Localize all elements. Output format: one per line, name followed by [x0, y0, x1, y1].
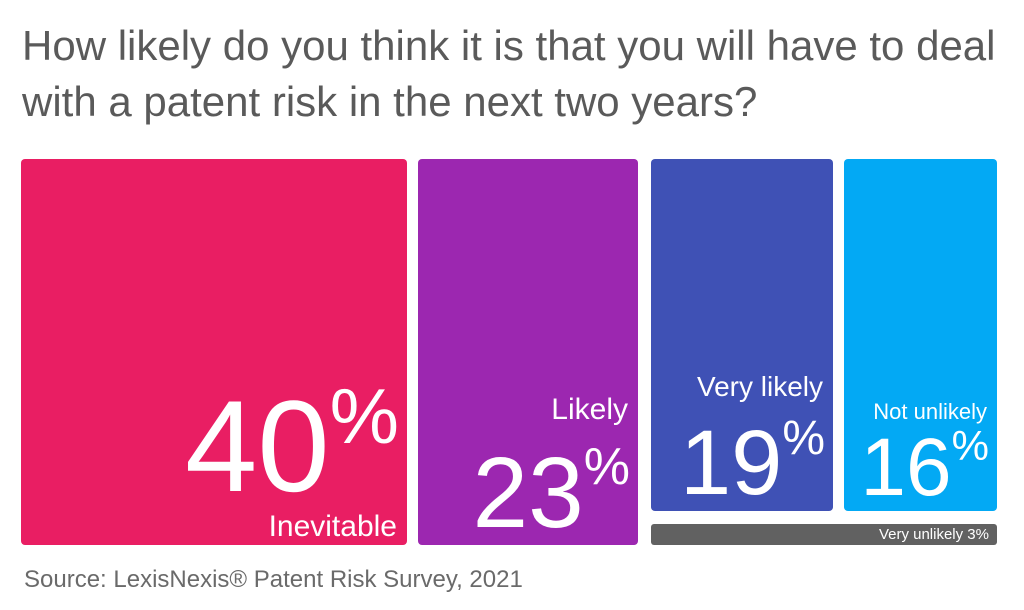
tile-label-likely: Likely: [551, 393, 628, 426]
tile-label-very-unlikely: Very unlikely 3%: [878, 526, 989, 543]
tile-very-likely: Very likely 19%: [651, 159, 833, 511]
tile-value-unit-likely: %: [583, 438, 630, 496]
tile-value-number-inevitable: 40: [185, 373, 330, 519]
chart-title: How likely do you think it is that you w…: [22, 22, 996, 125]
tile-very-unlikely: Very unlikely 3%: [651, 524, 997, 545]
source-note: Source: LexisNexis® Patent Risk Survey, …: [24, 566, 523, 593]
tile-label-not-unlikely: Not unlikely: [873, 399, 987, 424]
tile-value-inevitable: 40%: [185, 377, 399, 511]
tile-not-unlikely: Not unlikely 16%: [844, 159, 997, 511]
tile-value-unit-not-unlikely: %: [951, 422, 989, 469]
tile-value-number-likely: 23: [472, 437, 584, 545]
tile-likely: Likely 23%: [418, 159, 638, 545]
tile-value-not-unlikely: 16%: [860, 422, 989, 509]
tile-value-very-likely: 19%: [680, 412, 825, 510]
tile-label-very-likely: Very likely: [696, 371, 823, 402]
tile-label-inevitable: Inevitable: [268, 510, 397, 543]
tile-value-unit-inevitable: %: [329, 372, 399, 460]
tile-value-number-very-likely: 19: [679, 412, 783, 511]
tile-value-likely: 23%: [473, 438, 630, 543]
tile-inevitable: Inevitable 40%: [21, 159, 407, 545]
tile-value-number-not-unlikely: 16: [860, 422, 952, 511]
tile-value-unit-very-likely: %: [782, 412, 825, 465]
